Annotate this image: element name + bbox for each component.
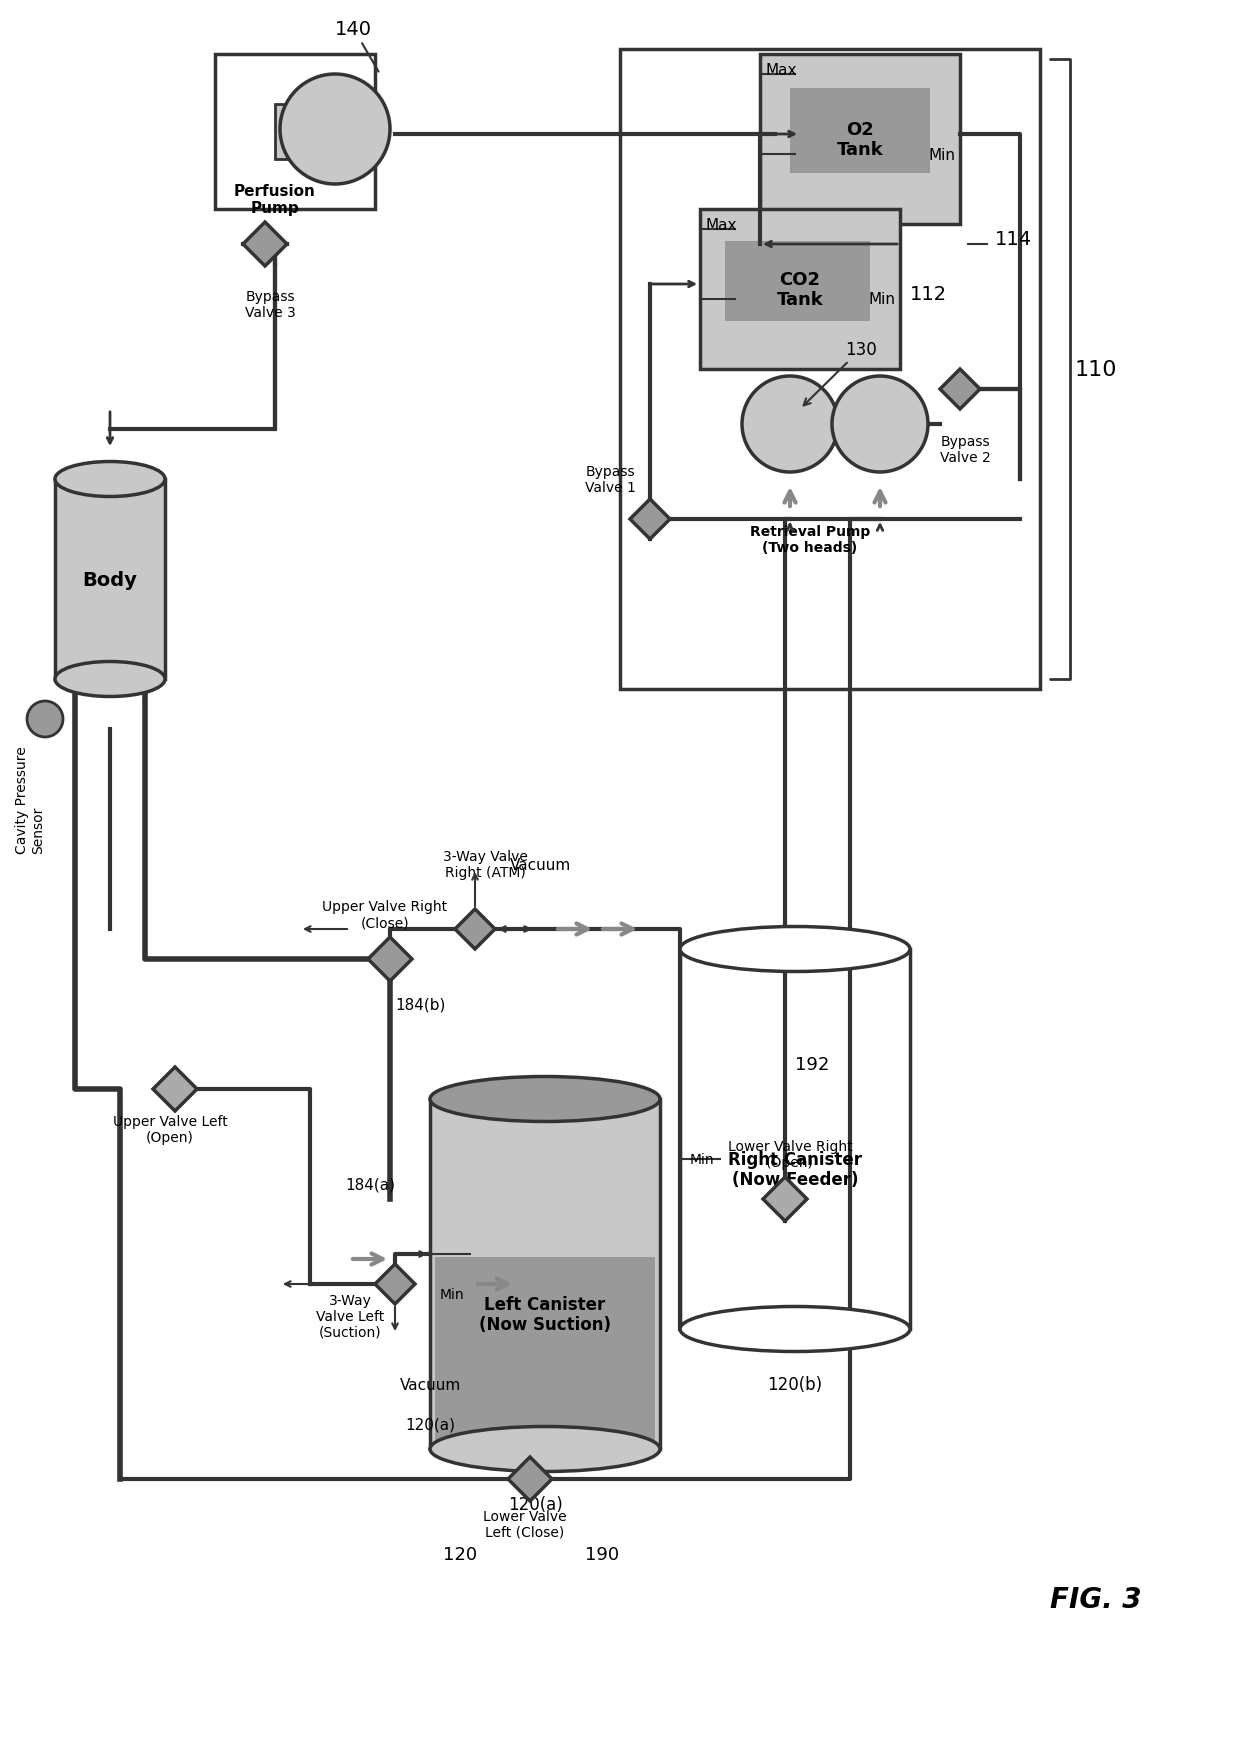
Text: Max: Max — [440, 1437, 469, 1451]
Text: 110: 110 — [1075, 360, 1117, 380]
Text: FIG. 3: FIG. 3 — [1050, 1585, 1142, 1613]
Text: Min: Min — [868, 292, 895, 307]
Circle shape — [832, 376, 928, 473]
FancyBboxPatch shape — [55, 480, 165, 680]
Polygon shape — [374, 1265, 415, 1304]
Circle shape — [742, 376, 838, 473]
Text: Upper Valve Left
(Open): Upper Valve Left (Open) — [113, 1114, 227, 1144]
FancyBboxPatch shape — [680, 949, 910, 1330]
FancyBboxPatch shape — [215, 54, 374, 209]
Text: Min: Min — [440, 1288, 465, 1302]
Ellipse shape — [680, 1307, 910, 1351]
Text: Bypass
Valve 3: Bypass Valve 3 — [244, 290, 295, 320]
Text: 3-Way Valve
Right (ATM): 3-Way Valve Right (ATM) — [443, 850, 527, 880]
Text: Lower Valve
Left (Close): Lower Valve Left (Close) — [484, 1509, 567, 1539]
FancyBboxPatch shape — [861, 425, 900, 460]
Text: 192: 192 — [795, 1056, 830, 1074]
Ellipse shape — [55, 662, 165, 698]
Text: 114: 114 — [994, 230, 1032, 249]
FancyBboxPatch shape — [435, 1256, 655, 1450]
Text: Body: Body — [83, 571, 138, 589]
Text: 184(b): 184(b) — [396, 998, 445, 1012]
Text: Vacuum: Vacuum — [510, 857, 570, 873]
FancyBboxPatch shape — [701, 209, 900, 369]
Text: Perfusion
Pump: Perfusion Pump — [234, 184, 316, 216]
Text: 130: 130 — [804, 341, 877, 406]
Polygon shape — [763, 1177, 807, 1221]
Ellipse shape — [430, 1427, 660, 1472]
Text: 120(a): 120(a) — [405, 1418, 455, 1432]
Text: CO2
Tank: CO2 Tank — [776, 271, 823, 309]
Polygon shape — [368, 938, 412, 982]
Ellipse shape — [680, 928, 910, 972]
Text: Max: Max — [765, 63, 796, 77]
Circle shape — [27, 701, 63, 738]
FancyBboxPatch shape — [430, 1100, 660, 1450]
Text: 140: 140 — [335, 19, 378, 72]
Ellipse shape — [55, 462, 165, 497]
Text: Cavity Pressure
Sensor: Cavity Pressure Sensor — [15, 745, 45, 854]
Text: O2
Tank: O2 Tank — [837, 121, 883, 160]
Text: 190: 190 — [585, 1544, 619, 1564]
Text: 120(b): 120(b) — [768, 1376, 822, 1393]
Text: Retrieval Pump
(Two heads): Retrieval Pump (Two heads) — [750, 525, 870, 555]
Text: Min: Min — [928, 148, 955, 162]
Text: 120(a): 120(a) — [507, 1495, 563, 1513]
FancyBboxPatch shape — [790, 90, 930, 174]
Text: Max: Max — [689, 1318, 719, 1332]
Polygon shape — [153, 1068, 197, 1112]
Polygon shape — [455, 910, 495, 949]
Ellipse shape — [430, 1077, 660, 1123]
FancyBboxPatch shape — [275, 105, 330, 160]
Text: Lower Valve Right
(Open): Lower Valve Right (Open) — [728, 1139, 852, 1170]
Text: Upper Valve Right
(Close): Upper Valve Right (Close) — [322, 900, 448, 929]
FancyBboxPatch shape — [770, 425, 810, 460]
Text: 112: 112 — [910, 285, 947, 304]
Polygon shape — [630, 499, 670, 539]
Text: Bypass
Valve 2: Bypass Valve 2 — [940, 434, 991, 466]
Polygon shape — [508, 1457, 552, 1500]
Text: Vacuum: Vacuum — [399, 1377, 460, 1392]
Polygon shape — [940, 369, 980, 409]
FancyBboxPatch shape — [760, 54, 960, 225]
Text: Bypass
Valve 1: Bypass Valve 1 — [584, 466, 635, 495]
Text: 3-Way
Valve Left
(Suction): 3-Way Valve Left (Suction) — [316, 1293, 384, 1339]
Text: Right Canister
(Now Feeder): Right Canister (Now Feeder) — [728, 1149, 862, 1189]
Text: 120: 120 — [443, 1544, 477, 1564]
Text: Max: Max — [706, 218, 737, 232]
Text: Left Canister
(Now Suction): Left Canister (Now Suction) — [479, 1295, 611, 1334]
Text: 184(a): 184(a) — [345, 1177, 396, 1193]
Text: Min: Min — [689, 1153, 714, 1167]
FancyBboxPatch shape — [725, 242, 870, 322]
Circle shape — [280, 76, 391, 184]
Polygon shape — [243, 223, 286, 267]
